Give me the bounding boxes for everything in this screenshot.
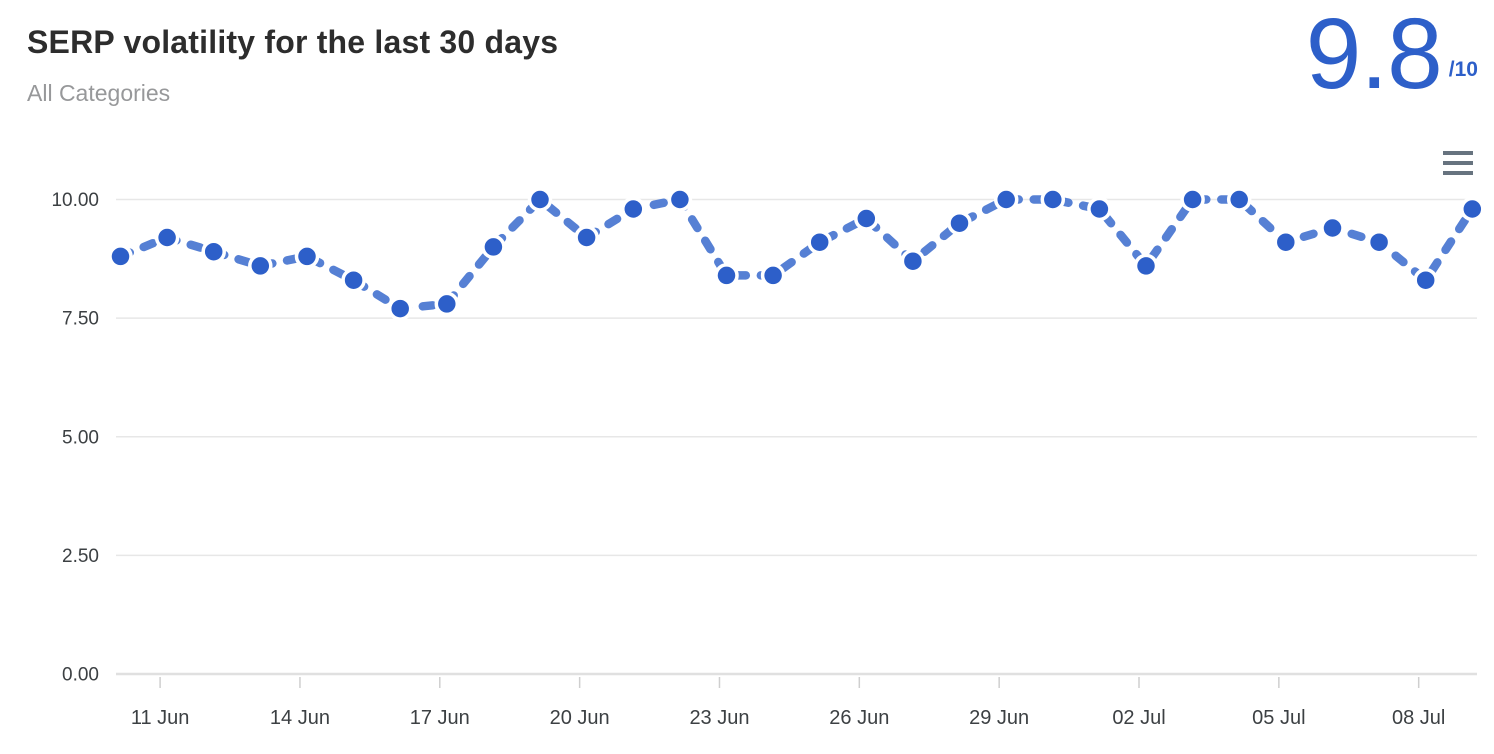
- data-point[interactable]: [527, 187, 553, 212]
- data-point[interactable]: [993, 187, 1019, 212]
- y-tick-label: 7.50: [62, 309, 99, 330]
- data-point[interactable]: [1040, 187, 1066, 212]
- data-point[interactable]: [154, 225, 180, 250]
- data-point[interactable]: [481, 234, 506, 260]
- y-tick-label: 5.00: [62, 427, 99, 448]
- x-tick-label: 05 Jul: [1252, 707, 1305, 729]
- data-point[interactable]: [341, 267, 366, 293]
- volatility-score: 9.8 /10: [1306, 2, 1478, 107]
- data-point[interactable]: [1320, 215, 1345, 241]
- y-tick-label: 2.50: [62, 546, 99, 567]
- data-point[interactable]: [1087, 196, 1112, 222]
- data-point[interactable]: [201, 239, 226, 264]
- data-point[interactable]: [1413, 267, 1438, 293]
- x-tick-label: 20 Jun: [550, 707, 610, 729]
- score-value: 9.8: [1305, 0, 1443, 110]
- chart-title: SERP volatility for the last 30 days: [27, 24, 559, 60]
- data-point[interactable]: [108, 244, 133, 269]
- x-tick-label: 23 Jun: [689, 707, 749, 729]
- x-tick-label: 14 Jun: [270, 707, 330, 729]
- hamburger-bar: [1443, 161, 1473, 165]
- data-point[interactable]: [621, 196, 646, 222]
- x-tick-label: 29 Jun: [969, 707, 1029, 729]
- x-tick-label: 17 Jun: [410, 707, 470, 729]
- data-point[interactable]: [1180, 187, 1205, 212]
- data-point[interactable]: [1366, 229, 1392, 255]
- hamburger-bar: [1443, 171, 1473, 175]
- x-tick-label: 11 Jun: [131, 707, 190, 729]
- x-tick-label: 02 Jul: [1112, 707, 1165, 729]
- data-point[interactable]: [854, 206, 879, 231]
- hamburger-menu-icon[interactable]: [1443, 151, 1473, 175]
- data-point[interactable]: [714, 263, 739, 288]
- data-point[interactable]: [760, 263, 786, 288]
- hamburger-bar: [1443, 151, 1473, 155]
- data-point[interactable]: [574, 225, 599, 250]
- data-point[interactable]: [387, 296, 413, 321]
- score-max: /10: [1448, 58, 1478, 81]
- data-point[interactable]: [248, 253, 273, 279]
- x-tick-label: 26 Jun: [829, 707, 889, 729]
- y-tick-label: 0.00: [62, 665, 99, 686]
- data-point[interactable]: [1226, 187, 1252, 212]
- data-point[interactable]: [807, 229, 832, 255]
- data-point[interactable]: [1460, 196, 1485, 222]
- data-point[interactable]: [1133, 253, 1159, 279]
- x-tick-label: 08 Jul: [1392, 707, 1445, 729]
- data-point[interactable]: [294, 244, 320, 269]
- data-point[interactable]: [434, 291, 460, 317]
- chart-subtitle: All Categories: [27, 80, 171, 106]
- data-point[interactable]: [667, 187, 693, 212]
- data-point[interactable]: [900, 248, 926, 274]
- data-point[interactable]: [1273, 229, 1299, 255]
- y-tick-label: 10.00: [51, 190, 99, 211]
- data-point[interactable]: [947, 210, 972, 236]
- series-line: [116, 195, 1477, 313]
